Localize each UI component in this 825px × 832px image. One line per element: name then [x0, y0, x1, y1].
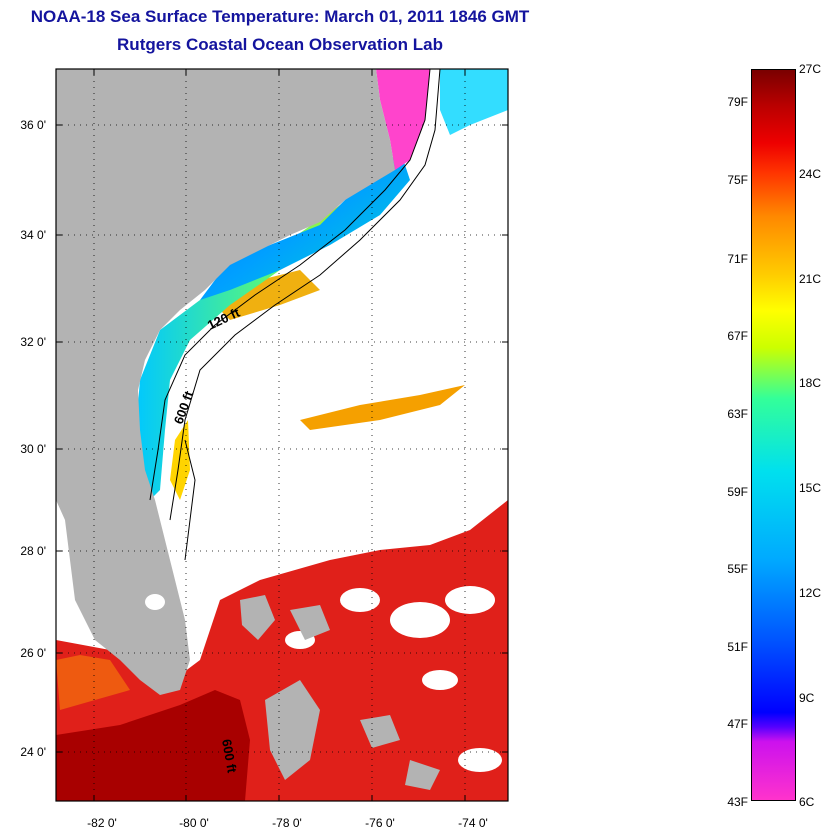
warm-filament-1	[300, 385, 465, 430]
lat-label-32: 32 0'	[20, 335, 46, 349]
lon-label-82: -82 0'	[87, 816, 117, 830]
cbar-f-43: 43F	[727, 795, 748, 809]
cbar-f-75: 75F	[727, 173, 748, 187]
lat-label-34: 34 0'	[20, 228, 46, 242]
lat-label-28: 28 0'	[20, 544, 46, 558]
lat-label-24: 24 0'	[20, 745, 46, 759]
depth-contours	[149, 69, 441, 561]
map-subtitle: Rutgers Coastal Ocean Observation Lab	[117, 35, 443, 54]
cbar-c-18: 18C	[799, 376, 822, 390]
cloud-gaps	[285, 586, 502, 772]
lon-label-74: -74 0'	[458, 816, 488, 830]
florida-lakes	[64, 594, 165, 610]
graticule	[56, 69, 508, 801]
cbar-c-21: 21C	[799, 272, 822, 286]
cbar-f-51: 51F	[727, 640, 748, 654]
cbar-f-47: 47F	[727, 717, 748, 731]
cbar-c-15: 15C	[799, 481, 822, 495]
contour-label-600-south: 600 ft	[219, 738, 240, 775]
map-frame	[55, 68, 509, 802]
cbar-f-79: 79F	[727, 95, 748, 109]
cbar-f-71: 71F	[727, 252, 748, 266]
axis-ticks	[56, 69, 508, 801]
lon-label-78: -78 0'	[272, 816, 302, 830]
sst-colorbar	[751, 69, 796, 801]
gulf-warm-region	[56, 655, 130, 710]
cbar-f-67: 67F	[727, 329, 748, 343]
cbar-c-12: 12C	[799, 586, 822, 600]
lon-label-76: -76 0'	[365, 816, 395, 830]
offshore-cyan	[440, 69, 508, 135]
cbar-f-63: 63F	[727, 407, 748, 421]
lat-label-30: 30 0'	[20, 442, 46, 456]
cbar-f-59: 59F	[727, 485, 748, 499]
north-cold-water	[200, 150, 410, 300]
lat-label-26: 26 0'	[20, 646, 46, 660]
chesapeake-magenta	[376, 69, 430, 170]
cbar-c-9: 9C	[799, 691, 815, 705]
land-mainland	[56, 69, 395, 695]
lon-label-80: -80 0'	[179, 816, 209, 830]
cbar-c-27: 27C	[799, 62, 822, 76]
map-title: NOAA-18 Sea Surface Temperature: March 0…	[30, 7, 530, 26]
lat-label-36: 36 0'	[20, 118, 46, 132]
hot-sst-region	[56, 690, 250, 801]
cbar-c-6: 6C	[799, 795, 815, 809]
cbar-f-55: 55F	[727, 562, 748, 576]
cbar-c-24: 24C	[799, 167, 822, 181]
